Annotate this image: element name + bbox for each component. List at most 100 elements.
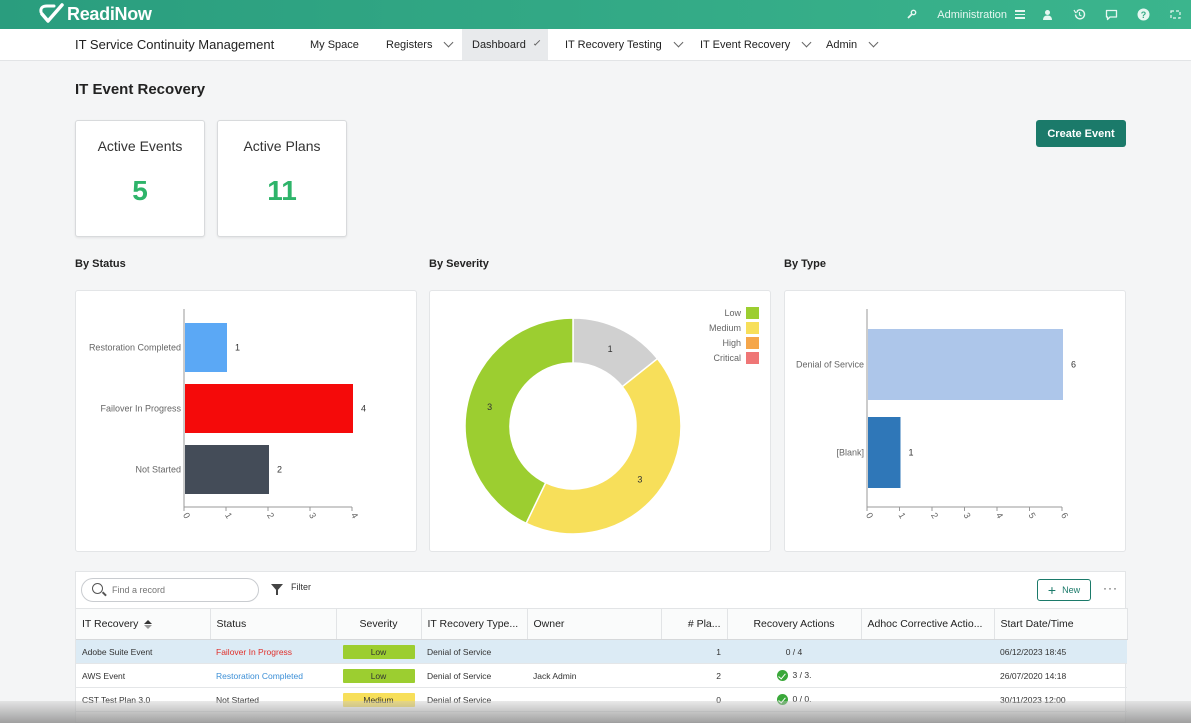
cell-name[interactable]: Adobe Suite Event bbox=[76, 639, 210, 664]
stat-label: Active Events bbox=[97, 138, 183, 154]
table-row[interactable]: AWS Event Restoration Completed Low Deni… bbox=[76, 663, 1127, 688]
create-event-button[interactable]: Create Event bbox=[1036, 120, 1126, 147]
search-box[interactable] bbox=[81, 578, 259, 602]
x-tick-label: 6 bbox=[1059, 511, 1070, 520]
x-tick-label: 4 bbox=[994, 511, 1005, 520]
stat-value: 5 bbox=[132, 175, 148, 206]
active-plans-card[interactable]: Active Plans 11 bbox=[217, 120, 347, 237]
more-options-icon[interactable]: ··· bbox=[1103, 581, 1118, 595]
nav-label: Admin bbox=[826, 38, 858, 51]
column-header-type[interactable]: IT Recovery Type... bbox=[421, 608, 528, 640]
by-status-heading: By Status bbox=[75, 258, 126, 270]
nav-my-space[interactable]: My Space bbox=[300, 29, 369, 60]
cell-type: Denial of Service bbox=[421, 639, 527, 664]
legend-swatch bbox=[746, 322, 759, 334]
slice-label: 1 bbox=[608, 344, 613, 354]
history-icon[interactable] bbox=[1063, 0, 1095, 29]
cell-name[interactable]: AWS Event bbox=[76, 663, 210, 688]
bar bbox=[868, 417, 901, 488]
readinow-logo[interactable]: ReadiNow bbox=[38, 3, 152, 25]
cell-type: Denial of Service bbox=[421, 663, 527, 688]
user-icon[interactable] bbox=[1031, 0, 1063, 29]
category-label: Denial of Service bbox=[796, 360, 864, 370]
legend-label: High bbox=[722, 338, 741, 348]
column-header-recovery-actions[interactable]: Recovery Actions bbox=[727, 608, 862, 640]
help-icon[interactable]: ? bbox=[1127, 0, 1159, 29]
by-status-chart-panel: 0 1 2 3 4 Restoration Completed 1 Failover In P… bbox=[75, 290, 417, 552]
table-row[interactable]: Adobe Suite Event Failover In Progress L… bbox=[76, 639, 1127, 664]
cell-adhoc bbox=[861, 639, 994, 664]
column-header-status[interactable]: Status bbox=[210, 608, 337, 640]
legend-swatch bbox=[746, 337, 759, 349]
bar bbox=[185, 445, 269, 494]
nav-dashboard[interactable]: Dashboard bbox=[462, 29, 548, 60]
category-label: Restoration Completed bbox=[89, 343, 181, 353]
cell-severity: Low bbox=[336, 639, 421, 664]
cell-status: Restoration Completed bbox=[210, 663, 336, 688]
wrench-icon[interactable] bbox=[895, 0, 927, 29]
page-title: IT Event Recovery bbox=[75, 81, 206, 98]
nav-registers[interactable]: Registers bbox=[376, 29, 462, 60]
check-circle-icon bbox=[776, 694, 788, 706]
column-header-adhoc-actions[interactable]: Adhoc Corrective Actio... bbox=[861, 608, 995, 640]
by-type-chart: 0 1 2 3 4 5 6 Denial of Service 6 [Blank] 1 bbox=[796, 309, 1076, 520]
x-tick-label: 3 bbox=[962, 511, 973, 520]
new-button[interactable]: + New bbox=[1037, 579, 1091, 601]
chevron-down-icon bbox=[801, 37, 812, 48]
column-header-severity[interactable]: Severity bbox=[336, 608, 422, 640]
category-label: Failover In Progress bbox=[100, 404, 181, 414]
chevron-down-icon bbox=[533, 39, 541, 46]
by-type-heading: By Type bbox=[784, 258, 826, 270]
category-label: [Blank] bbox=[836, 448, 864, 458]
nav-it-recovery-testing[interactable]: IT Recovery Testing bbox=[555, 29, 692, 60]
nav-label: IT Event Recovery bbox=[700, 38, 791, 51]
nav-label: IT Recovery Testing bbox=[565, 38, 662, 51]
slice-label: 3 bbox=[487, 402, 492, 412]
app-name[interactable]: IT Service Continuity Management bbox=[75, 37, 275, 52]
nav-label: Dashboard bbox=[472, 38, 526, 51]
by-severity-chart: 1 3 3 Low Medium High Critical bbox=[464, 307, 759, 535]
data-label: 2 bbox=[277, 465, 282, 475]
bar bbox=[868, 329, 1063, 400]
donut-slice bbox=[525, 357, 682, 535]
filter-button[interactable]: Filter bbox=[271, 582, 311, 595]
menu-bars-icon bbox=[1015, 8, 1025, 21]
administration-label: Administration bbox=[937, 8, 1007, 21]
administration-menu[interactable]: Administration bbox=[927, 0, 1031, 29]
table-header-row: IT Recovery Status Severity IT Recovery … bbox=[76, 608, 1128, 640]
cell-owner: Jack Admin bbox=[527, 663, 661, 688]
slice-label: 3 bbox=[637, 474, 642, 484]
cell-severity: Low bbox=[336, 663, 421, 688]
stat-label: Active Plans bbox=[243, 138, 321, 154]
by-severity-heading: By Severity bbox=[429, 258, 489, 270]
column-header-start-date[interactable]: Start Date/Time bbox=[994, 608, 1128, 640]
by-type-chart-panel: 0 1 2 3 4 5 6 Denial of Service 6 [Blank] 1 bbox=[784, 290, 1126, 552]
svg-text:?: ? bbox=[1140, 10, 1146, 20]
brand-name: ReadiNow bbox=[67, 3, 152, 24]
cell-owner bbox=[527, 639, 661, 664]
filter-label: Filter bbox=[291, 582, 311, 592]
column-label: IT Recovery bbox=[82, 618, 139, 630]
nav-label: My Space bbox=[310, 38, 359, 51]
expand-icon[interactable] bbox=[1159, 0, 1191, 29]
nav-it-event-recovery[interactable]: IT Event Recovery bbox=[690, 29, 820, 60]
column-header-plans[interactable]: # Pla... bbox=[661, 608, 728, 640]
legend-swatch bbox=[746, 307, 759, 319]
x-tick-label: 2 bbox=[929, 511, 940, 520]
data-label: 1 bbox=[909, 448, 914, 458]
sort-icon[interactable] bbox=[144, 619, 153, 629]
nav-admin[interactable]: Admin bbox=[816, 29, 887, 60]
cell-plans: 1 bbox=[661, 639, 727, 664]
cell-plans: 2 bbox=[661, 663, 727, 688]
category-label: Not Started bbox=[135, 465, 181, 475]
cell-start: 06/12/2023 18:45 bbox=[994, 639, 1127, 664]
active-events-card[interactable]: Active Events 5 bbox=[75, 120, 205, 237]
x-tick-label: 0 bbox=[864, 511, 875, 520]
search-icon bbox=[92, 583, 103, 594]
x-tick-label: 5 bbox=[1027, 511, 1038, 520]
legend-label: Low bbox=[724, 308, 741, 318]
search-input[interactable] bbox=[112, 583, 252, 597]
column-header-owner[interactable]: Owner bbox=[527, 608, 662, 640]
column-header-it-recovery[interactable]: IT Recovery bbox=[76, 608, 211, 640]
chat-icon[interactable] bbox=[1095, 0, 1127, 29]
